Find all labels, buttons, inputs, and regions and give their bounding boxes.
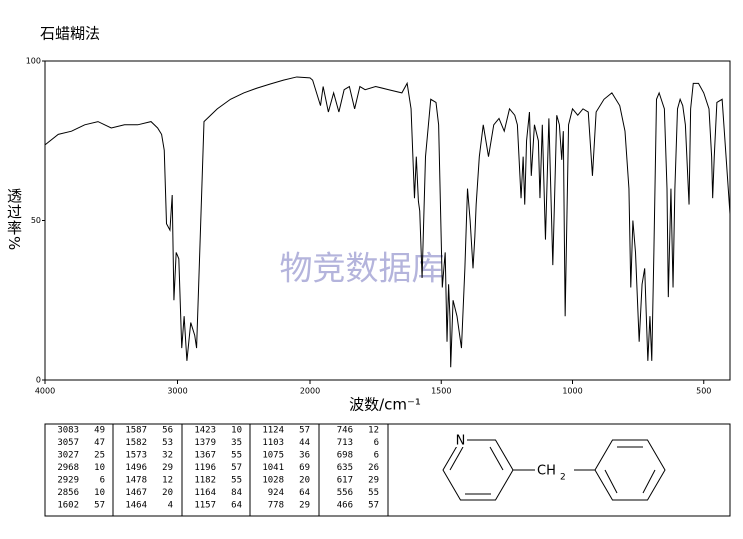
peak-wavenumber: 617 xyxy=(337,476,353,486)
peak-transmittance: 29 xyxy=(162,463,173,473)
peak-transmittance: 32 xyxy=(162,451,173,461)
peak-wavenumber: 2929 xyxy=(57,476,79,486)
peak-wavenumber: 3027 xyxy=(57,451,79,461)
double-bond xyxy=(642,469,656,494)
peak-wavenumber: 1041 xyxy=(262,463,284,473)
peak-wavenumber: 2968 xyxy=(57,463,79,473)
chart-title: 石蜡糊法 xyxy=(40,25,100,43)
peak-transmittance: 57 xyxy=(94,501,105,511)
peak-transmittance: 10 xyxy=(94,488,105,498)
y-tick-label: 100 xyxy=(26,57,41,66)
peak-transmittance: 55 xyxy=(368,488,379,498)
peak-wavenumber: 924 xyxy=(268,488,284,498)
peak-transmittance: 56 xyxy=(162,426,173,436)
peak-transmittance: 29 xyxy=(368,476,379,486)
peak-transmittance: 57 xyxy=(299,426,310,436)
x-tick-label: 4000 xyxy=(35,387,55,396)
x-axis-label: 波数/cm⁻¹ xyxy=(349,396,421,414)
peak-transmittance: 64 xyxy=(299,488,310,498)
peak-transmittance: 6 xyxy=(374,438,379,448)
peak-transmittance: 57 xyxy=(231,463,242,473)
peak-transmittance: 12 xyxy=(368,426,379,436)
peak-wavenumber: 1573 xyxy=(125,451,147,461)
peak-transmittance: 47 xyxy=(94,438,105,448)
peak-wavenumber: 1196 xyxy=(194,463,216,473)
peak-wavenumber: 1423 xyxy=(194,426,216,436)
peak-wavenumber: 1464 xyxy=(125,501,147,511)
peak-transmittance: 26 xyxy=(368,463,379,473)
peak-wavenumber: 1157 xyxy=(194,501,216,511)
y-tick-label: 0 xyxy=(36,376,41,385)
peak-transmittance: 64 xyxy=(231,501,242,511)
x-tick-label: 3000 xyxy=(167,387,187,396)
double-bond xyxy=(489,446,504,471)
x-tick-label: 1500 xyxy=(431,387,451,396)
peak-transmittance: 25 xyxy=(94,451,105,461)
peak-transmittance: 69 xyxy=(299,463,310,473)
peak-wavenumber: 1164 xyxy=(194,488,216,498)
plot-frame xyxy=(44,60,731,381)
linker-label: CH xyxy=(537,464,556,479)
x-tick-label: 1000 xyxy=(562,387,582,396)
peak-transmittance: 10 xyxy=(94,463,105,473)
peak-wavenumber: 1367 xyxy=(194,451,216,461)
peak-transmittance: 36 xyxy=(299,451,310,461)
peak-transmittance: 6 xyxy=(100,476,105,486)
watermark: 物竞数据库 xyxy=(280,249,445,288)
peak-transmittance: 4 xyxy=(168,501,173,511)
peak-wavenumber: 1075 xyxy=(262,451,284,461)
peak-transmittance: 20 xyxy=(162,488,173,498)
double-bond xyxy=(604,469,618,494)
x-tick-label: 500 xyxy=(696,387,711,396)
peak-wavenumber: 3083 xyxy=(57,426,79,436)
peak-wavenumber: 1103 xyxy=(262,438,284,448)
peak-wavenumber: 1602 xyxy=(57,501,79,511)
peak-wavenumber: 3057 xyxy=(57,438,79,448)
peak-wavenumber: 1124 xyxy=(262,426,284,436)
y-tick-label: 50 xyxy=(31,216,41,225)
peak-transmittance: 10 xyxy=(231,426,242,436)
peak-wavenumber: 2856 xyxy=(57,488,79,498)
peak-wavenumber: 1028 xyxy=(262,476,284,486)
peak-transmittance: 6 xyxy=(374,451,379,461)
pyridine-ring xyxy=(442,439,514,501)
peak-wavenumber: 1496 xyxy=(125,463,147,473)
peak-transmittance: 44 xyxy=(299,438,310,448)
peak-wavenumber: 556 xyxy=(337,488,353,498)
peak-wavenumber: 1478 xyxy=(125,476,147,486)
atom-label: N xyxy=(456,434,466,449)
peak-transmittance: 35 xyxy=(231,438,242,448)
peak-transmittance: 55 xyxy=(231,451,242,461)
peak-transmittance: 20 xyxy=(299,476,310,486)
peak-transmittance: 55 xyxy=(231,476,242,486)
peak-wavenumber: 1467 xyxy=(125,488,147,498)
peak-wavenumber: 466 xyxy=(337,501,353,511)
peak-transmittance: 49 xyxy=(94,426,105,436)
peak-transmittance: 53 xyxy=(162,438,173,448)
y-axis-label: 透过率% xyxy=(5,188,23,252)
spectrum-line xyxy=(44,76,731,368)
peak-wavenumber: 635 xyxy=(337,463,353,473)
peak-wavenumber: 1379 xyxy=(194,438,216,448)
peak-wavenumber: 1587 xyxy=(125,426,147,436)
peak-wavenumber: 746 xyxy=(337,426,353,436)
peak-wavenumber: 778 xyxy=(268,501,284,511)
peak-transmittance: 84 xyxy=(231,488,242,498)
peak-transmittance: 12 xyxy=(162,476,173,486)
peak-wavenumber: 698 xyxy=(337,451,353,461)
peak-wavenumber: 713 xyxy=(337,438,353,448)
peak-transmittance: 57 xyxy=(368,501,379,511)
peak-wavenumber: 1182 xyxy=(194,476,216,486)
structure xyxy=(442,439,666,501)
benzene-ring xyxy=(594,439,666,501)
linker-subscript: 2 xyxy=(560,473,566,483)
x-tick-label: 2000 xyxy=(300,387,320,396)
peak-transmittance: 29 xyxy=(299,501,310,511)
atom-bg xyxy=(453,433,467,447)
peak-wavenumber: 1582 xyxy=(125,438,147,448)
double-bond xyxy=(449,446,464,471)
